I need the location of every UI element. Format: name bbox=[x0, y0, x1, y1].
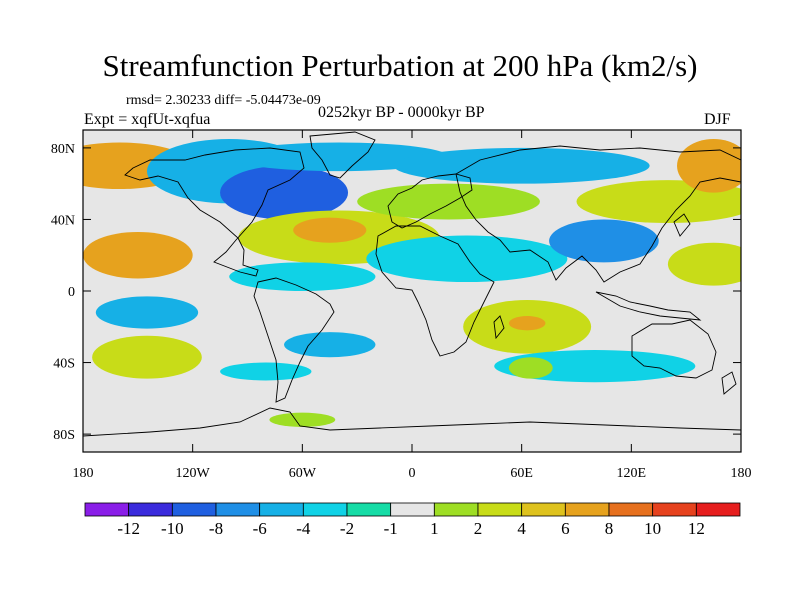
anomaly-blob-22 bbox=[220, 362, 312, 381]
season-label: DJF bbox=[704, 111, 731, 128]
x-tick-label-0: 180 bbox=[73, 466, 94, 481]
colorbar-swatch-6 bbox=[346, 502, 392, 517]
coast-japan bbox=[673, 213, 691, 237]
colorbar-swatch-12 bbox=[608, 502, 654, 517]
anomaly-blob-2 bbox=[95, 296, 199, 329]
colorbar-swatch-0 bbox=[84, 502, 130, 517]
anomaly-blob-1 bbox=[83, 231, 193, 279]
period-label: 0252kyr BP - 0000kyr BP bbox=[318, 104, 485, 121]
y-tick-label-3: 40S bbox=[53, 357, 75, 372]
anomaly-blob-14 bbox=[549, 219, 659, 263]
anomaly-field bbox=[83, 138, 741, 427]
coast-greenland bbox=[309, 131, 376, 179]
colorbar-label-2: -8 bbox=[209, 519, 223, 538]
colorbar-label-11: 8 bbox=[605, 519, 614, 538]
coast-north-america bbox=[124, 147, 305, 277]
colorbar-swatch-11 bbox=[564, 502, 610, 517]
y-tick-label-0: 80N bbox=[51, 142, 75, 157]
x-tick-label-1: 120W bbox=[176, 466, 211, 481]
colorbar: -12 -10 -8 -6 -4 -2 -1 1 2 4 6 8 10 12 bbox=[84, 502, 741, 538]
x-tick-label-2: 60W bbox=[289, 466, 317, 481]
anomaly-blob-17 bbox=[667, 242, 741, 286]
colorbar-swatch-2 bbox=[171, 502, 217, 517]
anomaly-blob-3 bbox=[92, 335, 202, 379]
anomaly-blob-12 bbox=[393, 147, 650, 184]
stats-label: rmsd= 2.30233 diff= -5.04473e-09 bbox=[126, 93, 321, 108]
experiment-label: Expt = xqfUt-xqfua bbox=[84, 111, 211, 128]
anomaly-blob-10 bbox=[284, 332, 376, 358]
anomaly-blob-19 bbox=[508, 316, 546, 331]
colorbar-label-6: -1 bbox=[384, 519, 398, 538]
colorbar-label-12: 10 bbox=[644, 519, 661, 538]
colorbar-swatch-9 bbox=[477, 502, 523, 517]
chart-title: Streamfunction Perturbation at 200 hPa (… bbox=[102, 48, 698, 83]
x-tick-label-6: 180 bbox=[731, 466, 752, 481]
anomaly-blob-5 bbox=[220, 165, 349, 220]
coast-south-america bbox=[253, 277, 335, 403]
colorbar-label-8: 2 bbox=[474, 519, 483, 538]
y-tick-label-4: 80S bbox=[53, 428, 75, 443]
x-tick-label-4: 60E bbox=[510, 466, 533, 481]
colorbar-label-0: -12 bbox=[117, 519, 140, 538]
anomaly-blob-15 bbox=[576, 180, 741, 224]
colorbar-label-13: 12 bbox=[688, 519, 705, 538]
y-tick-label-2: 0 bbox=[68, 285, 75, 300]
colorbar-label-1: -10 bbox=[161, 519, 184, 538]
anomaly-blob-21 bbox=[508, 357, 553, 379]
coast-madagascar bbox=[493, 315, 505, 340]
colorbar-swatch-1 bbox=[128, 502, 173, 517]
anomaly-blob-11 bbox=[357, 183, 540, 220]
colorbar-label-5: -2 bbox=[340, 519, 354, 538]
coast-asia bbox=[455, 145, 741, 283]
coast-australia bbox=[631, 319, 717, 379]
colorbar-swatch-14 bbox=[695, 502, 741, 517]
coast-antarctica bbox=[83, 407, 741, 437]
coast-indonesia bbox=[595, 291, 702, 321]
x-tick-label-3: 0 bbox=[409, 466, 416, 481]
colorbar-swatch-5 bbox=[302, 502, 348, 517]
anomaly-blob-8 bbox=[293, 217, 367, 243]
anomaly-blob-9 bbox=[229, 262, 376, 292]
colorbar-label-10: 6 bbox=[561, 519, 570, 538]
colorbar-label-9: 4 bbox=[517, 519, 526, 538]
y-tick-label-1: 40N bbox=[51, 213, 75, 228]
x-tick-label-5: 120E bbox=[617, 466, 647, 481]
anomaly-blob-23 bbox=[269, 412, 336, 427]
anomaly-blob-13 bbox=[366, 235, 568, 283]
colorbar-label-3: -6 bbox=[253, 519, 267, 538]
coast-new-zealand bbox=[721, 371, 737, 395]
colorbar-swatch-10 bbox=[521, 502, 566, 517]
colorbar-label-7: 1 bbox=[430, 519, 439, 538]
coast-africa bbox=[375, 225, 495, 357]
colorbar-swatch-13 bbox=[652, 502, 697, 517]
colorbar-swatch-8 bbox=[433, 502, 479, 517]
colorbar-label-4: -4 bbox=[296, 519, 311, 538]
coastlines bbox=[83, 131, 741, 437]
colorbar-swatch-4 bbox=[259, 502, 304, 517]
colorbar-swatch-7 bbox=[390, 502, 435, 517]
axes: 180 120W 60W 0 60E 120E 180 80N 40N 0 40S 80S bbox=[51, 130, 752, 481]
colorbar-swatch-3 bbox=[215, 502, 261, 517]
anomaly-blob-16 bbox=[677, 138, 741, 193]
